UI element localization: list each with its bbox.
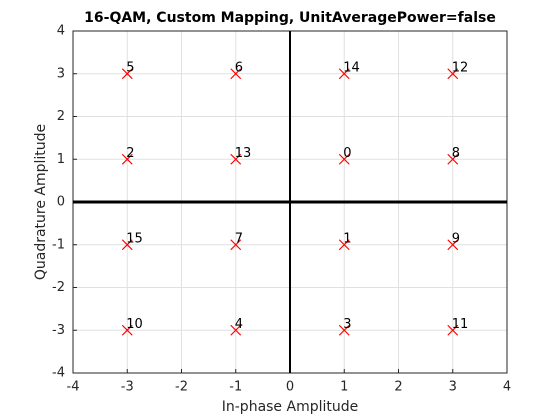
x-tick-label: -3 [121,380,134,395]
y-tick-label: 1 [57,152,65,167]
x-axis-label: In-phase Amplitude [222,399,359,415]
marker [338,324,350,336]
point-label: 0 [343,146,351,161]
y-tick-label: -2 [52,280,65,295]
point-label: 4 [235,317,243,332]
y-tick-label: 2 [57,109,65,124]
marker [447,239,459,251]
point-label: 8 [452,146,460,161]
x-tick-label: 4 [503,380,511,395]
point-label: 14 [343,60,360,75]
point-label: 10 [126,317,143,332]
x-tick-label: 3 [449,380,457,395]
marker [121,324,133,336]
y-tick-label: -1 [52,237,65,252]
point-label: 13 [235,146,252,161]
y-tick-label: -4 [52,366,65,381]
point-label: 1 [343,231,351,246]
point-label: 15 [126,231,143,246]
chart-title: 16-QAM, Custom Mapping, UnitAveragePower… [84,10,496,26]
y-axis-label: Quadrature Amplitude [33,124,49,280]
marker [338,68,350,80]
x-tick-label: 2 [394,380,402,395]
x-tick-label: 1 [340,380,348,395]
x-tick-label: -4 [67,380,80,395]
marker [230,239,242,251]
x-tick-label: -1 [229,380,242,395]
marker [121,68,133,80]
marker [230,324,242,336]
point-label: 3 [343,317,351,332]
point-label: 11 [452,317,469,332]
marker [230,68,242,80]
x-tick-label: -2 [175,380,188,395]
y-tick-label: 4 [57,24,65,39]
point-label: 9 [452,231,460,246]
marker [447,68,459,80]
point-label: 7 [235,231,243,246]
y-tick-label: 0 [57,195,65,210]
marker [338,153,350,165]
y-tick-label: 3 [57,66,65,81]
marker [447,324,459,336]
marker [230,153,242,165]
point-label: 6 [235,60,243,75]
marker [121,239,133,251]
y-tick-label: -3 [52,323,65,338]
x-tick-label: 0 [286,380,294,395]
point-label: 2 [126,146,134,161]
marker [338,239,350,251]
marker [447,153,459,165]
point-label: 12 [452,60,469,75]
point-label: 5 [126,60,134,75]
marker [121,153,133,165]
